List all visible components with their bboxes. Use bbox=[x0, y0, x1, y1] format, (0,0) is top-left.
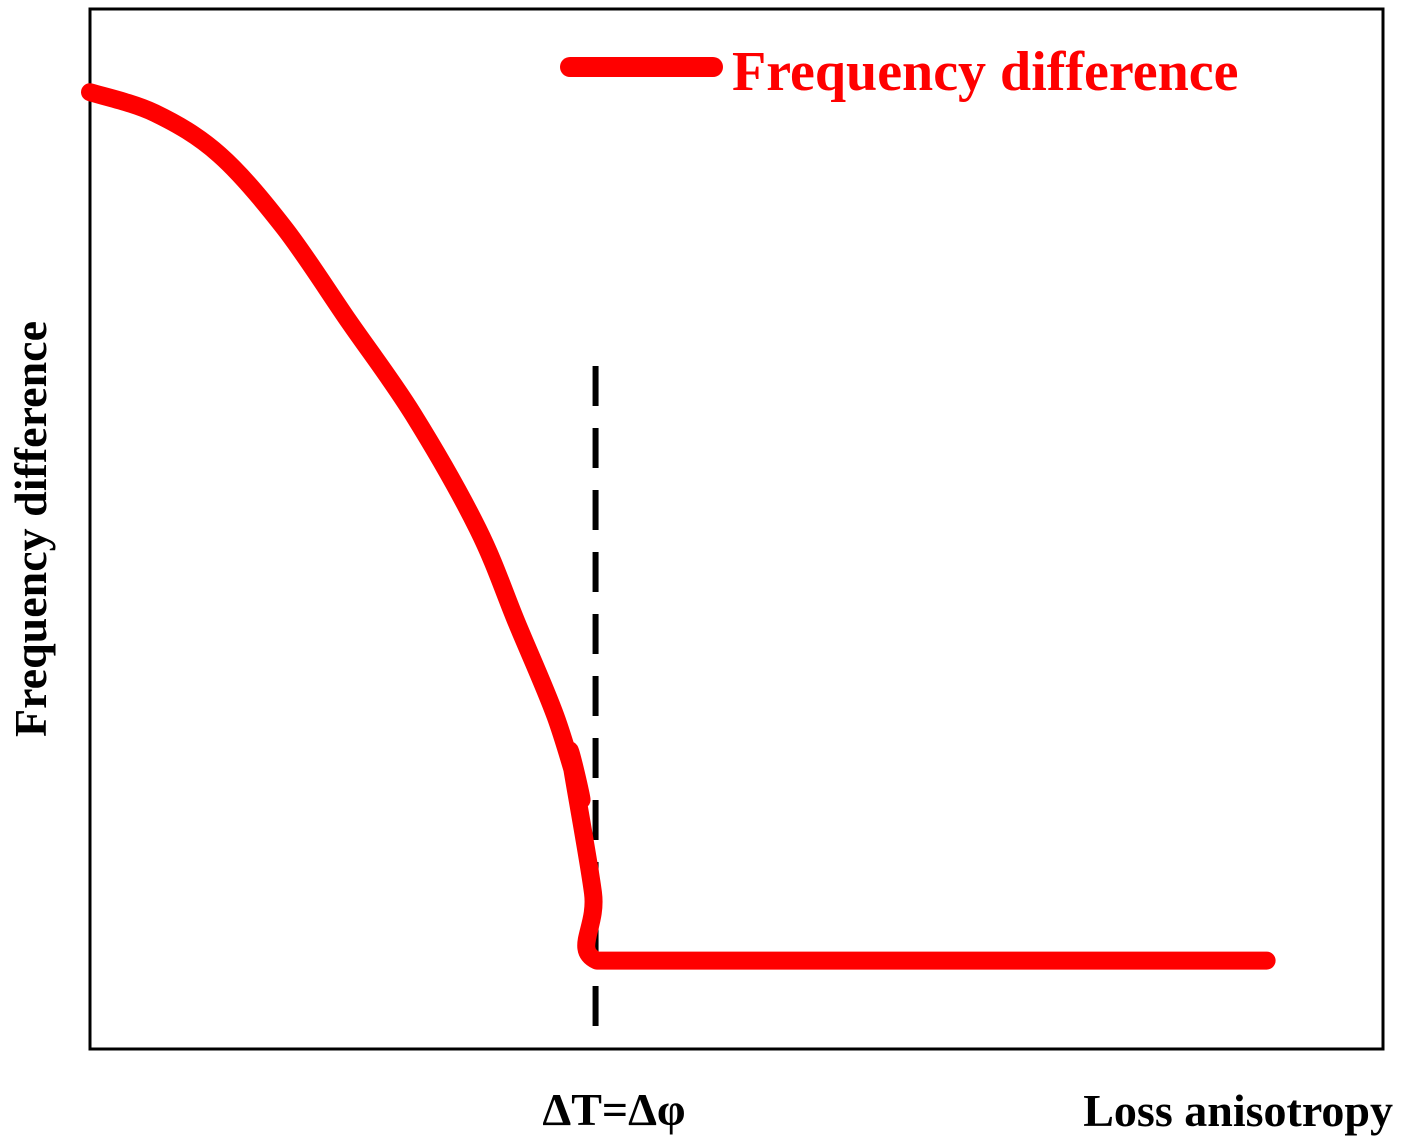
plot-frame bbox=[88, 7, 1385, 1051]
legend-label: Frequency difference bbox=[732, 41, 1238, 103]
threshold-label: ΔT=Δφ bbox=[542, 1084, 685, 1135]
y-axis-label: Frequency difference bbox=[5, 321, 56, 737]
frequency-difference-curve bbox=[81, 83, 1276, 970]
x-axis-label: Loss anisotropy bbox=[1083, 1085, 1393, 1136]
